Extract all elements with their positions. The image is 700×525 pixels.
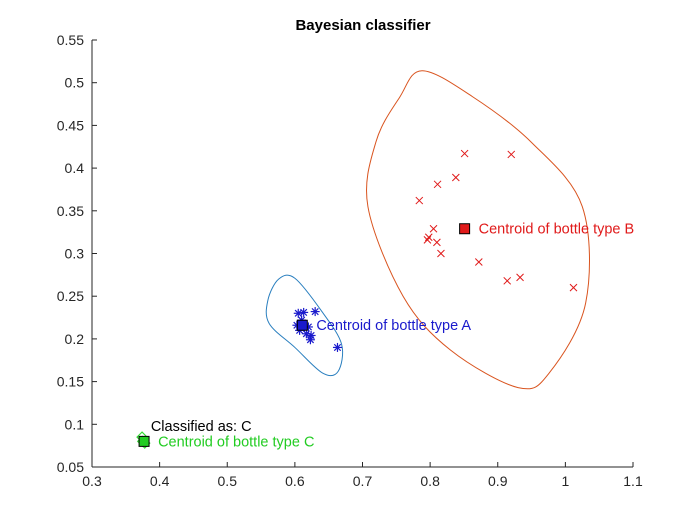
data-point-1-12 [503,276,512,285]
chart-title: Bayesian classifier [295,17,430,34]
data-point-0-2 [310,307,320,317]
covariance-ellipse-0 [265,274,344,377]
centroid-label-2: Centroid of bottle type C [158,434,314,450]
x-tick-label: 0.3 [82,473,102,489]
x-tick-label: 1 [561,473,569,489]
axes: 0.3 0.4 0.5 0.6 0.7 0.8 0.9 1 1.1 0.05 0.1 0.15 0.2 0… [57,32,643,489]
y-tick-label: 0.2 [65,331,85,347]
data-point-1-5 [429,224,438,233]
data-point-1-11 [516,273,524,282]
data-point-0-10 [305,335,315,345]
data-point-0-1 [299,307,309,317]
centroid-marker-0 [296,319,308,331]
data-point-1-10 [474,258,483,266]
data-point-1-4 [415,196,424,205]
y-tick-label: 0.15 [57,374,84,390]
x-tick-label: 0.8 [420,473,440,489]
data-point-1-9 [437,249,445,258]
data-point-0-0 [293,308,303,318]
x-tick-label: 0.4 [150,473,170,489]
classification-annotation: Classified as: C [151,419,252,435]
x-tick-label: 0.7 [353,473,373,489]
data-point-1-7 [423,235,432,244]
x-tick-label: 1.1 [623,473,643,489]
y-tick-label: 0.35 [57,203,84,219]
y-tick-label: 0.05 [57,459,84,475]
x-tick-label: 0.6 [285,473,305,489]
y-tick-label: 0.25 [57,288,84,304]
data-point-1-13 [569,283,578,292]
data-point-1-6 [424,233,433,242]
data-point-1-3 [433,180,442,189]
x-tick-label: 0.5 [218,473,238,489]
plot-area: Centroid of bottle type A Centroid of bot… [136,70,635,450]
y-tick-label: 0.4 [65,160,85,176]
data-point-1-0 [460,149,469,158]
y-tick-label: 0.45 [57,117,84,133]
covariance-ellipse-1 [366,70,590,390]
y-tick-label: 0.5 [65,75,85,91]
centroid-label-1: Centroid of bottle type B [479,222,635,238]
x-tick-label: 0.9 [488,473,508,489]
y-tick-label: 0.3 [65,246,85,262]
y-tick-label: 0.1 [65,416,85,432]
data-point-1-2 [451,173,460,182]
y-tick-label: 0.55 [57,32,84,48]
data-point-0-11 [332,342,342,352]
centroid-marker-2 [138,435,150,447]
data-point-1-8 [433,238,441,247]
data-point-1-1 [507,150,516,159]
centroid-label-0: Centroid of bottle type A [316,318,471,334]
centroid-marker-1 [459,223,471,235]
